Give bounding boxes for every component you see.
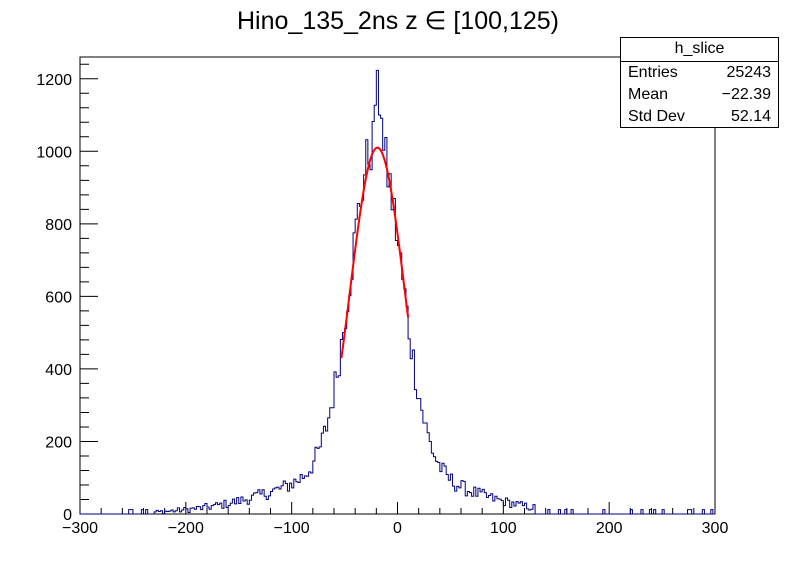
x-tick-label: 300: [702, 520, 729, 537]
gaussian-fit-curve: [340, 146, 410, 359]
x-tick-label: 200: [596, 520, 623, 537]
stats-row-mean: Mean −22.39: [621, 84, 778, 106]
x-tick-label: −200: [168, 520, 204, 537]
stats-row-stddev: Std Dev 52.14: [621, 106, 778, 128]
y-tick-label: 800: [45, 217, 72, 234]
y-tick-label: 0: [63, 507, 72, 524]
y-tick-label: 600: [45, 289, 72, 306]
tick-marks: [79, 63, 716, 515]
chart-title: Hino_135_2ns z ∈ [100,125): [237, 7, 559, 35]
stats-box: h_slice Entries 25243 Mean −22.39 Std De…: [620, 37, 779, 128]
mean-label: Mean: [628, 86, 669, 103]
y-tick-label: 1200: [36, 72, 72, 89]
y-tick-label: 1000: [36, 144, 72, 161]
entries-label: Entries: [628, 64, 678, 81]
stats-row-entries: Entries 25243: [621, 62, 778, 84]
stddev-value: 52.14: [730, 108, 771, 125]
mean-value: −22.39: [721, 86, 771, 103]
x-tick-label: −300: [62, 520, 98, 537]
x-tick-labels: −300 −200 −100 0 100 200 300: [62, 520, 728, 537]
y-tick-labels: 0 200 400 600 800 1000 1200: [36, 72, 72, 524]
x-tick-label: −100: [274, 520, 310, 537]
stats-box-name: h_slice: [621, 38, 778, 62]
y-tick-label: 200: [45, 434, 72, 451]
y-tick-label: 400: [45, 362, 72, 379]
entries-value: 25243: [726, 64, 772, 81]
x-tick-label: 0: [393, 520, 402, 537]
axis-ticks: [79, 63, 716, 515]
histogram-series: [80, 69, 715, 515]
stddev-label: Std Dev: [628, 108, 685, 125]
x-tick-label: 100: [490, 520, 517, 537]
